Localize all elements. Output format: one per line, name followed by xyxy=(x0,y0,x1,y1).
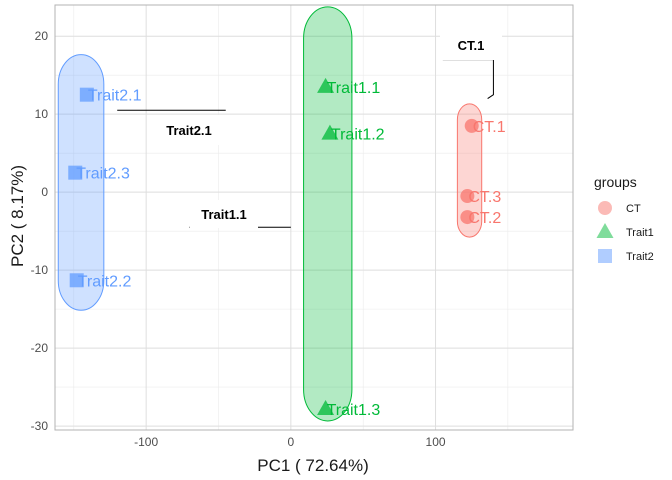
point-ct-3 xyxy=(460,189,475,204)
legend-label-trait2: Trait2 xyxy=(626,251,654,263)
group-ellipses xyxy=(57,6,483,422)
y-tick-label: -20 xyxy=(31,341,49,355)
grid-minor xyxy=(55,5,573,430)
annotation-leader xyxy=(442,59,494,99)
ellipse-trait2 xyxy=(57,54,105,311)
point-label-ct-1: CT.1 xyxy=(473,119,506,136)
point-trait1-3 xyxy=(317,399,335,415)
ellipse-ct xyxy=(456,103,483,238)
annotation-label: Trait2.1 xyxy=(166,123,212,138)
x-axis-ticks: -100 0 100 xyxy=(134,435,446,449)
y-tick-label: 10 xyxy=(35,107,49,121)
point-label-trait1-1: Trait1.1 xyxy=(327,80,381,97)
y-tick-label: -10 xyxy=(31,263,49,277)
legend-label-trait1: Trait1 xyxy=(626,227,654,239)
x-tick-label: 100 xyxy=(426,435,446,449)
point-ct-1 xyxy=(464,118,479,133)
legend-label-ct: CT xyxy=(626,203,641,215)
annotation-box xyxy=(440,30,502,60)
x-tick-label: -100 xyxy=(134,435,158,449)
legend: CT Trait1 Trait2 xyxy=(596,201,654,263)
y-axis-title: PC2 ( 8.17%) xyxy=(8,165,27,267)
annotation-box xyxy=(155,115,223,145)
point-trait2-1 xyxy=(79,87,94,102)
ellipse-trait1 xyxy=(303,6,353,422)
y-axis-ticks: 20 10 0 -10 -20 -30 xyxy=(31,29,49,433)
x-tick-label: 0 xyxy=(288,435,295,449)
point-label-ct-2: CT.2 xyxy=(468,210,501,227)
point-trait1-2 xyxy=(321,124,339,140)
y-tick-label: 20 xyxy=(35,29,49,43)
x-axis-title: PC1 ( 72.64%) xyxy=(257,456,369,475)
legend-key-ct xyxy=(598,201,612,215)
panel-border xyxy=(54,4,574,431)
y-tick-label: -30 xyxy=(31,419,49,433)
point-label-trait2-3: Trait2.3 xyxy=(76,166,130,183)
annotation-box xyxy=(190,200,258,228)
point-label-trait2-2: Trait2.2 xyxy=(78,273,132,290)
annotation-label: CT.1 xyxy=(458,38,485,53)
legend-key-trait2 xyxy=(598,249,612,263)
point-trait2-2 xyxy=(69,273,84,288)
legend-key-trait1 xyxy=(596,223,614,238)
data-points xyxy=(68,77,479,415)
point-ct-2 xyxy=(460,210,475,225)
point-trait2-3 xyxy=(68,165,83,180)
legend-title: groups xyxy=(594,174,637,190)
point-labels: CT.1 CT.3 CT.2 Trait1.1 Trait1.2 Trait1.3 Trai… xyxy=(76,80,505,419)
point-label-trait1-2: Trait1.2 xyxy=(331,127,385,144)
annotation-label: Trait1.1 xyxy=(201,207,247,222)
point-trait1-1 xyxy=(317,77,335,93)
annotations: CT.1 Trait2.1 Trait1.1 xyxy=(117,30,502,228)
point-label-trait2-1: Trait2.1 xyxy=(88,88,142,105)
point-label-ct-3: CT.3 xyxy=(468,189,501,206)
y-tick-label: 0 xyxy=(41,185,48,199)
point-label-trait1-3: Trait1.3 xyxy=(327,402,381,419)
